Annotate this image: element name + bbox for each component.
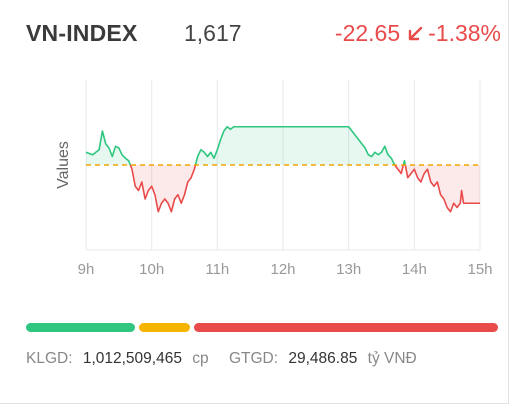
x-tick-label: 10h bbox=[139, 261, 164, 278]
series-line-up bbox=[194, 125, 396, 166]
x-tick-label: 9h bbox=[78, 261, 95, 278]
series-line-up bbox=[85, 130, 132, 166]
market-breadth-bar bbox=[26, 323, 498, 333]
index-value: 1,617 bbox=[184, 20, 242, 46]
breadth-segment-down bbox=[193, 323, 498, 332]
gtgd-label: GTGD: bbox=[228, 350, 279, 367]
intraday-chart: 9h 10h 11h 12h 13h 14h 15h Values bbox=[55, 80, 493, 278]
x-tick-label: 14h bbox=[402, 261, 427, 278]
gtgd-value: 29,486.85 bbox=[288, 350, 358, 367]
klgd-unit: cp bbox=[192, 350, 209, 367]
change-percent: -1.38% bbox=[428, 20, 501, 46]
klgd-value: 1,012,509,465 bbox=[82, 350, 182, 367]
series-line-down bbox=[393, 164, 405, 175]
breadth-segment-unchanged bbox=[139, 323, 190, 332]
index-name[interactable]: VN-INDEX bbox=[26, 20, 138, 46]
area-down bbox=[405, 165, 480, 212]
series-line-up bbox=[402, 159, 407, 166]
breadth-segment-up bbox=[26, 323, 136, 332]
arrow-down-left-icon bbox=[408, 26, 423, 41]
klgd-label: KLGD: bbox=[26, 350, 73, 367]
change-points: -22.65 bbox=[334, 20, 401, 46]
index-change: -22.65 -1.38% bbox=[335, 20, 501, 47]
x-tick-label: 15h bbox=[467, 261, 492, 278]
series-line-down bbox=[129, 164, 197, 213]
x-tick-label: 13h bbox=[336, 261, 361, 278]
y-axis-label: Values bbox=[55, 141, 72, 189]
x-tick-label: 12h bbox=[270, 261, 295, 278]
series-line-down bbox=[404, 164, 480, 213]
index-header: VN-INDEX 1,617 -22.65 -1.38% bbox=[26, 18, 501, 52]
area-down bbox=[130, 165, 196, 212]
area-up bbox=[195, 126, 395, 165]
gtgd-unit: tỷ VNĐ bbox=[367, 350, 417, 367]
x-tick-label: 11h bbox=[205, 261, 229, 278]
trading-summary: KLGD: 1,012,509,465 cp GTGD: 29,486.85 t… bbox=[26, 350, 506, 368]
